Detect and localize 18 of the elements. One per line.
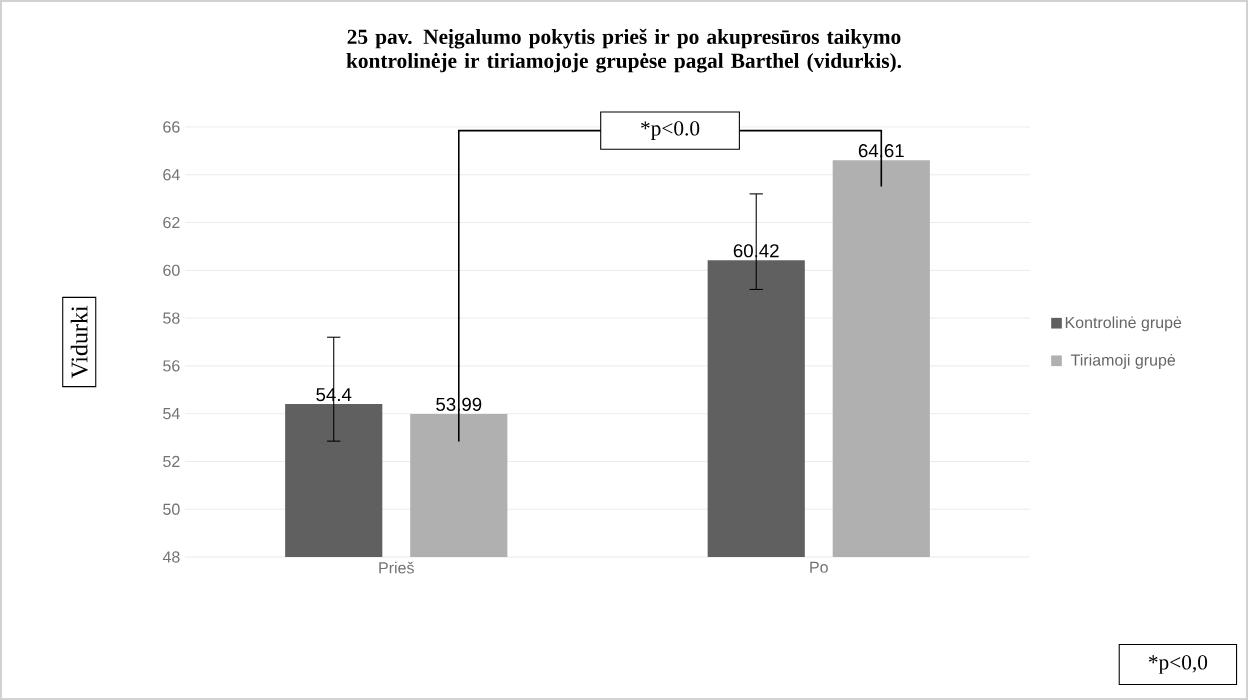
legend-label: Tiriamoji grupė <box>1070 354 1176 369</box>
y-tick-label: 64 <box>163 169 180 181</box>
text: *p<0,0 <box>1148 655 1208 674</box>
y-tick-label: 50 <box>163 503 180 515</box>
annotation: *p<0.0 <box>641 121 700 140</box>
y-axis-title: Vidurki <box>70 305 88 379</box>
chart-title: 25 pav. Neįgalumo pokytis prieš ir po akupresūros taikymo kontrolinėje ir tiriamojoje grupėse pagal Barthel (vidurkis). <box>346 28 902 73</box>
x-tick-label: Prieš <box>379 561 414 574</box>
y-tick-label: 62 <box>163 216 180 229</box>
y-tick-label: 66 <box>163 121 180 133</box>
y-tick-label: 48 <box>162 551 180 563</box>
y-tick-label: 58 <box>163 312 180 324</box>
y-tick-label: 52 <box>163 455 180 468</box>
y-tick-label: 54 <box>163 408 180 420</box>
y-tick-label: 60 <box>163 264 180 276</box>
legend-label: Kontrolinė grupė <box>1065 316 1182 332</box>
x-tick-label: Po <box>810 561 828 573</box>
y-tick-label: 56 <box>163 360 180 372</box>
